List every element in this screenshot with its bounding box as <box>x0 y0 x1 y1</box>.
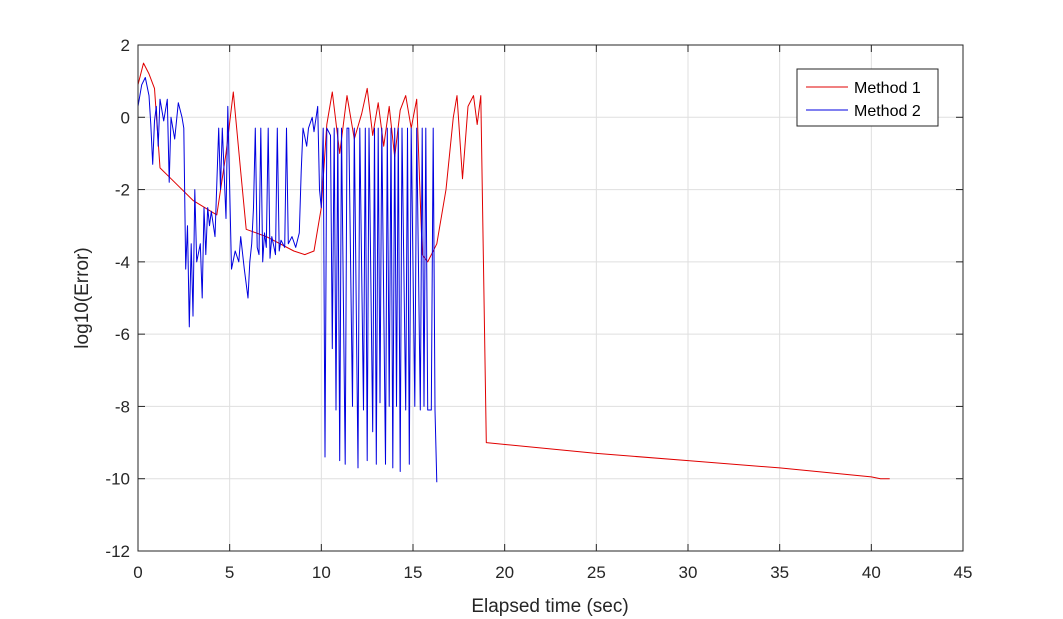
plot-area-frame <box>137 44 964 552</box>
x-tick-label: 10 <box>312 563 331 582</box>
plot-area-background <box>138 45 963 551</box>
y-tick-label: 2 <box>121 36 130 55</box>
legend-box <box>796 68 939 127</box>
x-tick-label: 15 <box>404 563 423 582</box>
x-tick-label: 25 <box>587 563 606 582</box>
legend: Method 1 Method 2 <box>796 68 939 127</box>
y-tick-label: -12 <box>105 542 130 561</box>
y-tick-label: -8 <box>115 397 130 416</box>
x-tick-label: 0 <box>133 563 142 582</box>
y-tick-label: -4 <box>115 253 130 272</box>
y-tick-label: -2 <box>115 181 130 200</box>
series-line-method-2 <box>137 77 438 483</box>
x-axis-label: Elapsed time (sec) <box>471 596 628 617</box>
legend-item-method-1: Method 1 <box>806 80 921 97</box>
x-tick-label: 40 <box>862 563 881 582</box>
legend-item-method-2: Method 2 <box>806 103 921 120</box>
legend-label-method-2: Method 2 <box>854 103 921 120</box>
y-axis-label: log10(Error) <box>72 247 93 348</box>
x-tick-label: 20 <box>495 563 514 582</box>
x-tick-label: 5 <box>225 563 234 582</box>
x-tick-label: 30 <box>679 563 698 582</box>
legend-label-method-1: Method 1 <box>854 80 921 97</box>
x-tick-label: 35 <box>770 563 789 582</box>
y-tick-label: 0 <box>121 108 130 127</box>
x-tick-label: 45 <box>954 563 973 582</box>
y-tick-label: -10 <box>105 470 130 489</box>
series-layer <box>137 62 890 483</box>
y-tick-label: -6 <box>115 325 130 344</box>
